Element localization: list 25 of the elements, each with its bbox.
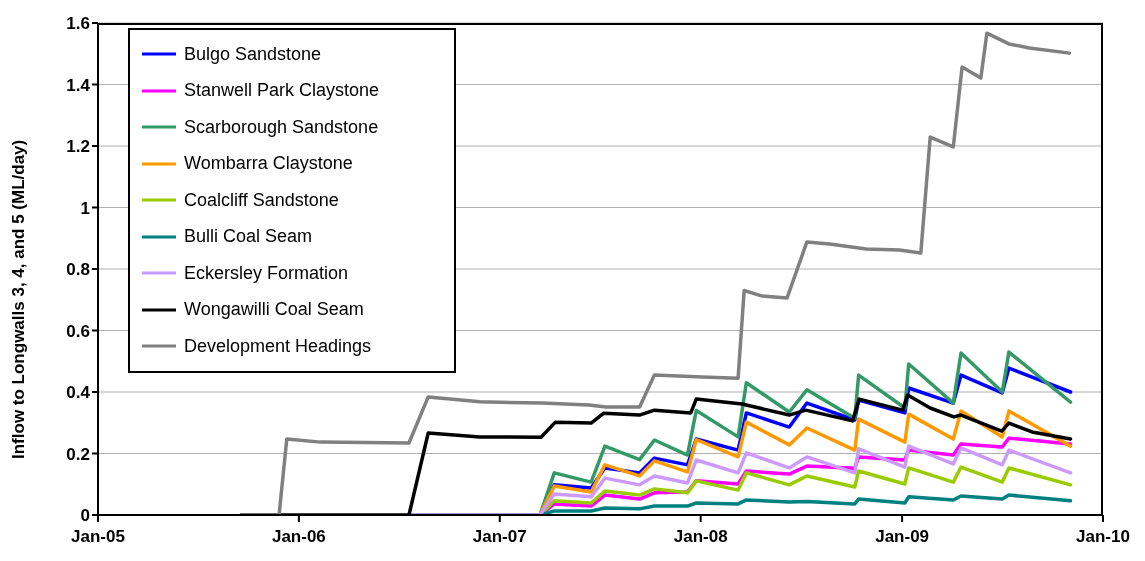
legend-label: Development Headings [184, 335, 372, 357]
y-tick-label: 0.4 [66, 383, 91, 403]
y-tick-label: 0.8 [66, 260, 90, 280]
legend-label: Bulgo Sandstone [184, 43, 322, 65]
legend-label: Wombarra Claystone [184, 153, 353, 175]
legend-label: Stanwell Park Claystone [184, 80, 380, 102]
y-axis-title: Inflow to Longwalls 3, 4, and 5 (ML/day) [9, 139, 29, 459]
y-tick-label: 1.6 [66, 14, 90, 34]
x-tick-label: Jan-10 [1076, 527, 1130, 547]
legend-label: Scarborough Sandstone [184, 116, 379, 138]
y-tick-label: 0.2 [66, 444, 90, 464]
y-tick-label: 1.4 [66, 75, 91, 95]
legend-label: Bulli Coal Seam [184, 226, 313, 248]
x-tick-label: Jan-05 [71, 527, 125, 547]
y-tick-label: 0 [80, 506, 90, 526]
y-tick-label: 1 [80, 198, 90, 218]
x-tick-label: Jan-07 [472, 527, 527, 547]
legend-label: Eckersley Formation [184, 262, 349, 284]
legend-label: Coalcliff Sandstone [184, 189, 339, 211]
legend-label: Wongawilli Coal Seam [184, 299, 364, 321]
y-tick-label: 1.2 [66, 137, 90, 157]
x-tick-label: Jan-06 [271, 527, 326, 547]
x-tick-label: Jan-08 [673, 527, 728, 547]
y-tick-label: 0.6 [66, 321, 90, 341]
x-tick-label: Jan-09 [875, 527, 930, 547]
